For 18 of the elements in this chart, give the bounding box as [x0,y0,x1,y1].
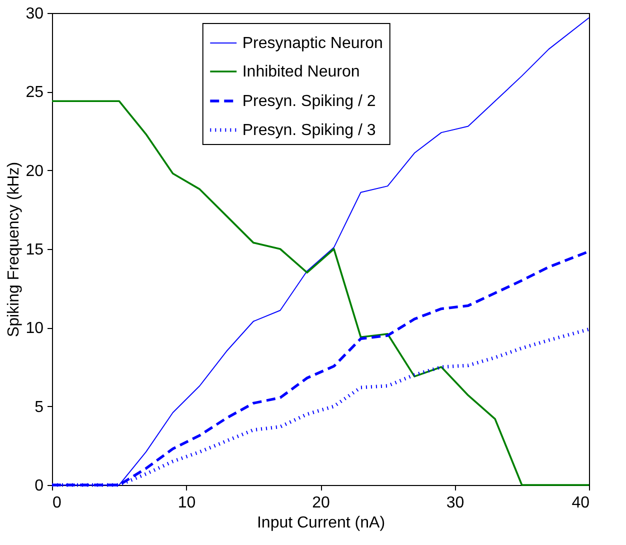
y-tick-label: 15 [26,242,44,258]
legend-label: Presyn. Spiking / 3 [242,122,376,139]
y-tick-label: 10 [26,320,44,338]
y-tick-label: 20 [26,162,44,180]
x-tick-label: 30 [446,494,464,512]
x-tick-label: 20 [312,494,330,512]
y-tick-label: 0 [34,478,44,494]
y-axis-title: Spiking Frequency (kHz) [6,162,23,338]
x-tick-label: 40 [572,494,590,512]
x-axis-title: Input Current (nA) [256,514,386,532]
y-tick-label: 30 [26,6,44,22]
x-tick-label: 10 [178,494,196,512]
legend-label: Inhibited Neuron [242,64,360,80]
x-tick-label: 0 [52,494,62,512]
y-tick-label: 25 [26,84,44,102]
legend-label: Presynaptic Neuron [242,35,383,52]
legend-label: Presyn. Spiking / 2 [242,93,376,110]
y-tick-label: 5 [34,398,44,416]
